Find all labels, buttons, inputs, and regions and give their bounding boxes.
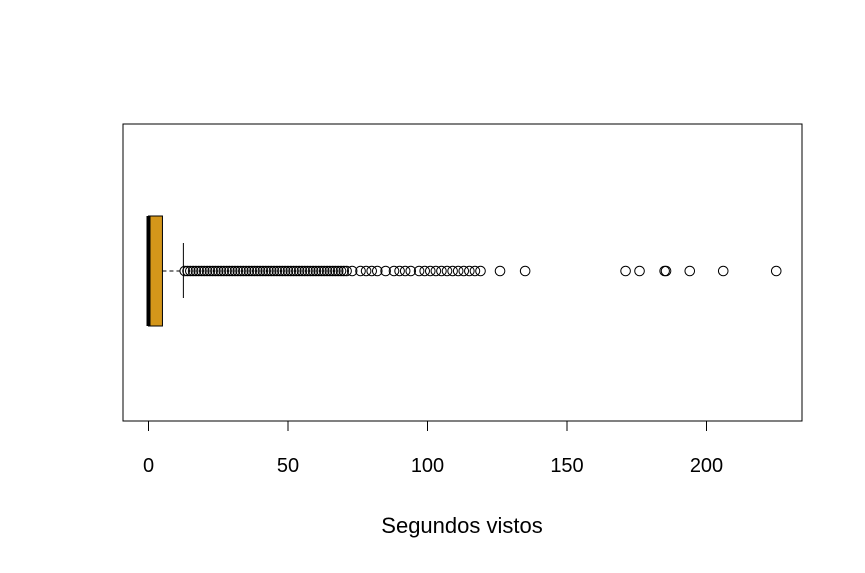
outlier-point [254,265,266,277]
outlier-point [307,265,319,277]
outlier-point [327,265,338,277]
outlier-point [238,265,249,277]
outlier-point [355,265,366,277]
outlier-point [226,265,238,277]
outlier-point [277,265,288,277]
outlier-point [229,265,241,277]
outlier-point [179,265,191,277]
outlier-point [201,265,213,277]
outlier-point [399,265,411,277]
x-tick-label: 0 [143,455,154,477]
outlier-point [458,265,470,277]
outlier-point [302,265,313,277]
outlier-point [469,265,481,277]
outlier-point [293,265,305,277]
outlier-point [313,265,324,277]
outlier-point [282,265,294,277]
outlier-point [321,265,333,277]
outlier-point [394,265,405,277]
outlier-point [246,265,258,277]
outlier-point [199,265,210,277]
outlier-point [268,265,280,277]
outlier-point [717,265,729,277]
x-axis: 0 50 100 150 200 [143,420,723,477]
outlier-point [413,265,425,277]
outlier-point [310,265,322,277]
box-rect [148,215,163,327]
outlier-point [380,265,391,277]
outlier-point [464,265,475,277]
outlier-point [330,265,341,277]
outlier-point [430,265,442,277]
outlier-point [235,265,246,277]
outlier-point [338,265,350,277]
outlier-point [215,265,227,277]
x-axis-title: Segundos vistos [381,513,542,538]
outlier-point [279,265,291,277]
outlier-point [232,265,244,277]
outlier-point [519,265,531,277]
outlier-point [271,265,283,277]
outlier-point [190,265,202,277]
outlier-point [447,265,458,277]
outlier-point [371,265,383,277]
outlier-point [634,265,645,277]
outlier-point [332,265,344,277]
outlier-point [291,265,302,277]
outlier-point [299,265,311,277]
outlier-point [441,265,453,277]
outlier-point [316,265,327,277]
outlier-point [224,265,235,277]
outlier-point [494,265,506,277]
outlier-point [366,265,378,277]
outlier-point [265,265,277,277]
outlier-point [252,265,263,277]
outlier-point [185,265,196,277]
outlier-point [263,265,274,277]
outlier-point [207,265,218,277]
outlier-point [436,265,447,277]
outlier-point [360,265,372,277]
outlier-point [770,265,782,277]
outlier-point [318,265,330,277]
outlier-point [452,265,464,277]
outlier-point [260,265,271,277]
outlier-point [405,265,417,277]
outlier-point [288,265,299,277]
x-tick-label: 200 [690,455,723,477]
outlier-point [296,265,308,277]
outlier-point [305,265,316,277]
outlier-point [193,265,205,277]
outlier-point [324,265,336,277]
outlier-point [240,265,252,277]
outlier-point [249,265,260,277]
outlier-point [212,265,224,277]
data-layer [146,215,782,327]
outlier-point [218,265,230,277]
outlier-point [346,265,358,277]
outlier-point [388,265,400,277]
x-tick-label: 100 [411,455,444,477]
outlier-point [221,265,232,277]
outlier-point [341,265,352,277]
outlier-point [684,265,696,277]
outlier-point [274,265,285,277]
x-tick-label: 50 [277,455,299,477]
outlier-point [182,265,193,277]
x-tick-label: 150 [550,455,583,477]
outlier-point [257,265,269,277]
outlier-point [210,265,221,277]
outlier-point [419,265,431,277]
outlier-point [243,265,255,277]
outlier-point [335,265,347,277]
outlier-point [204,265,216,277]
outlier-point [196,265,207,277]
outlier-point [187,265,199,277]
outlier-point [475,265,486,277]
outlier-point [620,265,631,277]
outlier-point [660,265,672,277]
outlier-point [285,265,297,277]
outlier-point [424,265,436,277]
